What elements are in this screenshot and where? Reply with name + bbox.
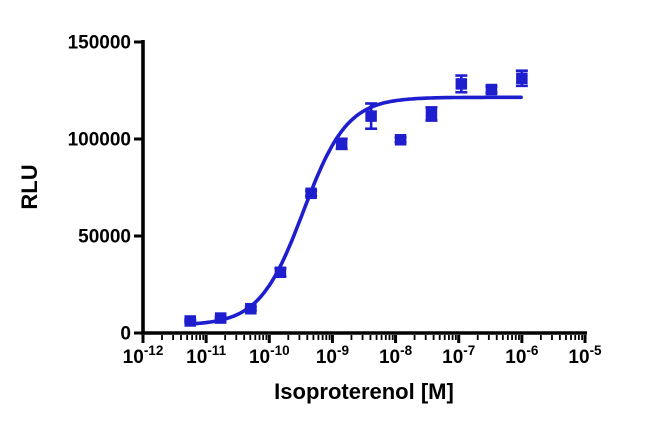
data-point-marker xyxy=(305,187,317,200)
svg-text:50000: 50000 xyxy=(78,227,131,248)
svg-text:10-9: 10-9 xyxy=(316,343,349,368)
data-point-marker xyxy=(274,266,287,279)
data-point-marker xyxy=(516,72,528,85)
data-point-marker xyxy=(485,83,498,96)
axis-ticks xyxy=(134,40,587,343)
data-point-marker xyxy=(455,78,468,90)
x-axis-title: Isoproterenol [M] xyxy=(274,379,454,404)
svg-text:0: 0 xyxy=(120,324,131,345)
svg-text:10-10: 10-10 xyxy=(249,343,290,368)
data-points xyxy=(184,72,528,327)
data-point-marker xyxy=(245,303,257,315)
error-bars xyxy=(184,69,528,324)
svg-text:10-5: 10-5 xyxy=(568,343,602,368)
svg-text:100000: 100000 xyxy=(68,130,131,151)
y-axis-title: RLU xyxy=(17,164,42,210)
data-point-marker xyxy=(365,110,377,122)
data-point-marker xyxy=(425,108,438,120)
svg-text:10-6: 10-6 xyxy=(505,343,539,368)
fit-curve xyxy=(188,95,523,326)
data-point-marker xyxy=(335,138,348,150)
data-point-marker xyxy=(214,312,227,324)
svg-text:10-12: 10-12 xyxy=(123,343,164,368)
svg-text:10-8: 10-8 xyxy=(379,343,413,368)
svg-text:10-11: 10-11 xyxy=(186,343,226,368)
tick-labels: 10-12 10-11 10-10 10-9 10-8 10-7 10-6 10-5 0 5000… xyxy=(68,33,602,369)
svg-text:150000: 150000 xyxy=(68,33,131,54)
data-point-marker xyxy=(394,134,407,146)
axes xyxy=(141,40,587,335)
data-point-marker xyxy=(184,315,196,327)
svg-text:10-7: 10-7 xyxy=(442,343,475,368)
